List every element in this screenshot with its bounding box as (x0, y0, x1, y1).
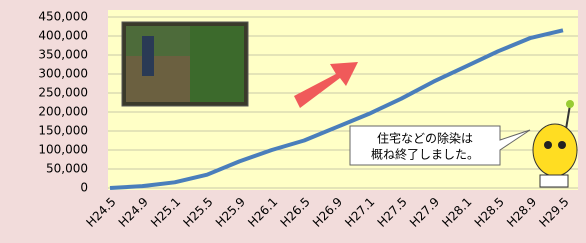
chart: 住宅などの除染は 概ね終了しました。 0 50,000 100,000 150,000… (0, 0, 586, 243)
annotation-line: 住宅などの除染は (377, 131, 473, 146)
page: 住宅などの除染は 概ね終了しました。 0 50,000 100,000 150,000… (0, 0, 586, 243)
y-tick-label: 50,000 (46, 162, 88, 176)
y-tick-label: 450,000 (38, 10, 88, 24)
y-tick-label: 200,000 (38, 105, 88, 119)
mascot-antenna-tip (566, 100, 574, 108)
photo-bush (190, 26, 244, 102)
y-tick-label: 300,000 (38, 67, 88, 81)
mascot-body (540, 175, 568, 187)
y-tick-label: 400,000 (38, 29, 88, 43)
y-tick-label: 150,000 (38, 124, 88, 138)
y-tick-label: 250,000 (38, 86, 88, 100)
y-tick-label: 350,000 (38, 48, 88, 62)
mascot-eye (558, 141, 566, 149)
annotation-line: 概ね終了しました。 (371, 147, 479, 162)
y-tick-label: 100,000 (38, 143, 88, 157)
photo-person (142, 36, 154, 76)
photo (122, 22, 248, 106)
mascot-head (533, 124, 577, 176)
y-tick-label: 0 (80, 181, 88, 195)
mascot-eye (544, 141, 552, 149)
